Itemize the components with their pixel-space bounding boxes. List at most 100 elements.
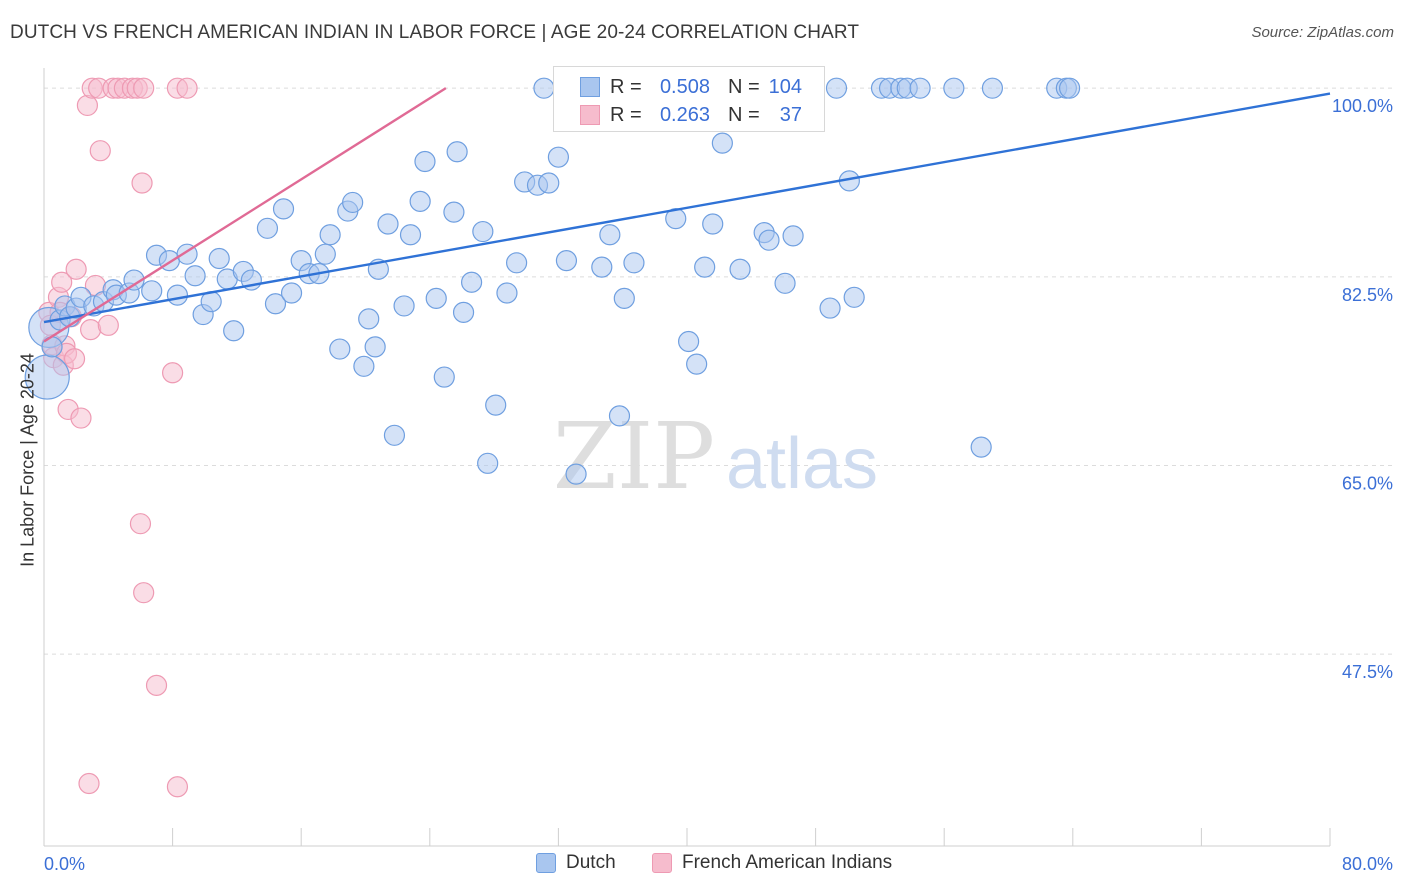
dutch-point <box>280 282 303 304</box>
chart-title: DUTCH VS FRENCH AMERICAN INDIAN IN LABOR… <box>10 22 860 43</box>
r-label: R = <box>610 75 642 98</box>
legend-row-french: R = 0.263 N = 37 <box>554 100 802 130</box>
dutch-point <box>555 250 578 272</box>
dutch-point <box>678 330 700 353</box>
french-point <box>133 582 155 604</box>
dutch-point <box>208 247 230 270</box>
dutch-point <box>686 353 708 375</box>
dutch-point <box>446 141 468 163</box>
dutch-point <box>166 284 189 306</box>
dutch-point <box>342 191 364 214</box>
legend-item-french[interactable]: French American Indians <box>652 852 892 874</box>
dutch-point <box>608 405 631 427</box>
french-trend-line <box>43 87 447 343</box>
legend-item-dutch[interactable]: Dutch <box>536 852 616 874</box>
french-point <box>80 319 102 341</box>
french-point <box>51 271 73 293</box>
r-value: 0.508 <box>659 75 710 98</box>
dutch-point <box>981 77 1004 99</box>
dutch-point <box>506 252 528 274</box>
french-point <box>65 258 87 280</box>
watermark-zip: ZIP <box>553 403 715 510</box>
n-value: 37 <box>779 103 802 126</box>
y-tick-label: 100.0% <box>1332 96 1393 116</box>
dutch-point <box>538 172 560 194</box>
dutch-point <box>377 213 399 235</box>
dutch-point <box>702 213 724 235</box>
x-tick-label: 80.0% <box>1342 854 1393 874</box>
dutch-point <box>452 301 475 323</box>
french-point <box>63 348 86 370</box>
dutch-point <box>425 287 447 309</box>
n-label: N = <box>728 103 760 126</box>
dutch-point <box>496 282 518 304</box>
dutch-point <box>314 243 336 265</box>
dutch-point <box>319 224 341 246</box>
dutch-point <box>433 366 455 388</box>
dutch-point <box>393 295 415 317</box>
dutch-point <box>547 146 570 168</box>
dutch-point <box>383 424 406 446</box>
dutch-point <box>485 394 507 416</box>
french-swatch <box>652 853 672 873</box>
french-point <box>145 674 168 696</box>
dutch-point <box>565 463 587 485</box>
legend-label-dutch: Dutch <box>566 852 616 873</box>
y-tick-label: 47.5% <box>1342 662 1393 682</box>
dutch-point <box>329 338 351 360</box>
trend-lines <box>43 87 1331 343</box>
dutch-point <box>665 208 687 230</box>
dutch-swatch <box>580 77 600 97</box>
dutch-point <box>825 77 848 99</box>
dutch-point <box>358 308 380 330</box>
dutch-point <box>460 271 483 293</box>
dutch-point <box>599 224 621 246</box>
tick-labels: 100.0% 82.5% 65.0% 47.5% 0.0% 80.0% <box>44 96 1393 874</box>
dutch-point <box>1058 77 1081 99</box>
dutch-point <box>943 77 965 99</box>
dutch-swatch <box>536 853 556 873</box>
series-legend: Dutch French American Indians <box>0 852 1406 876</box>
dutch-point <box>353 355 375 377</box>
legend-label-french: French American Indians <box>682 852 893 873</box>
dutch-point <box>819 297 841 319</box>
french-point <box>70 407 92 429</box>
french-point <box>131 172 153 194</box>
n-value: 104 <box>768 75 802 98</box>
dutch-point <box>272 198 295 220</box>
french-point <box>133 77 155 99</box>
dutch-point <box>591 256 613 278</box>
dutch-point <box>970 436 992 458</box>
french-point <box>166 776 189 798</box>
dutch-point <box>443 201 465 223</box>
watermark: ZIP atlas <box>553 403 878 510</box>
dutch-point <box>477 452 499 474</box>
dutch-point <box>774 272 796 294</box>
legend-row-dutch: R = 0.508 N = 104 <box>554 72 802 102</box>
french-point <box>129 513 152 535</box>
x-tick-label: 0.0% <box>44 854 85 874</box>
dutch-trend-line <box>43 92 1331 324</box>
french-point <box>176 77 198 99</box>
french-swatch <box>580 105 600 125</box>
source-credit: Source: ZipAtlas.com <box>1251 24 1394 41</box>
french-point <box>89 140 111 162</box>
dutch-point <box>264 293 287 315</box>
stats-legend: R = 0.508 N = 104 R = 0.263 N = 37 <box>553 66 825 132</box>
dutch-point <box>758 229 780 251</box>
y-tick-label: 82.5% <box>1342 285 1393 305</box>
dutch-point <box>909 77 931 99</box>
french-point <box>162 362 184 384</box>
dutch-point <box>364 336 386 358</box>
french-point <box>78 772 100 795</box>
dutch-point <box>472 220 494 243</box>
dutch-point <box>123 269 145 291</box>
french-point <box>97 314 119 336</box>
dutch-point <box>223 320 245 342</box>
dutch-point <box>782 225 804 247</box>
axes <box>43 68 1331 847</box>
gridlines <box>44 87 1392 655</box>
dutch-point <box>613 287 635 309</box>
watermark-atlas: atlas <box>726 424 878 504</box>
r-value: 0.263 <box>659 103 710 126</box>
